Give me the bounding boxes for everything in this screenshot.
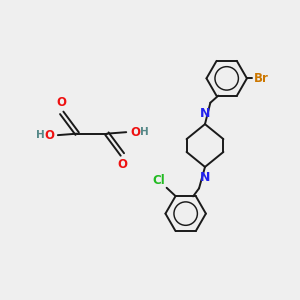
Text: N: N [200,107,210,120]
Text: N: N [200,171,210,184]
Text: Cl: Cl [152,174,165,187]
Text: O: O [57,96,67,109]
Text: O: O [44,129,54,142]
Text: O: O [117,158,128,171]
Text: H: H [36,130,44,140]
Text: Br: Br [254,72,268,85]
Text: H: H [140,127,148,136]
Text: O: O [130,126,140,139]
